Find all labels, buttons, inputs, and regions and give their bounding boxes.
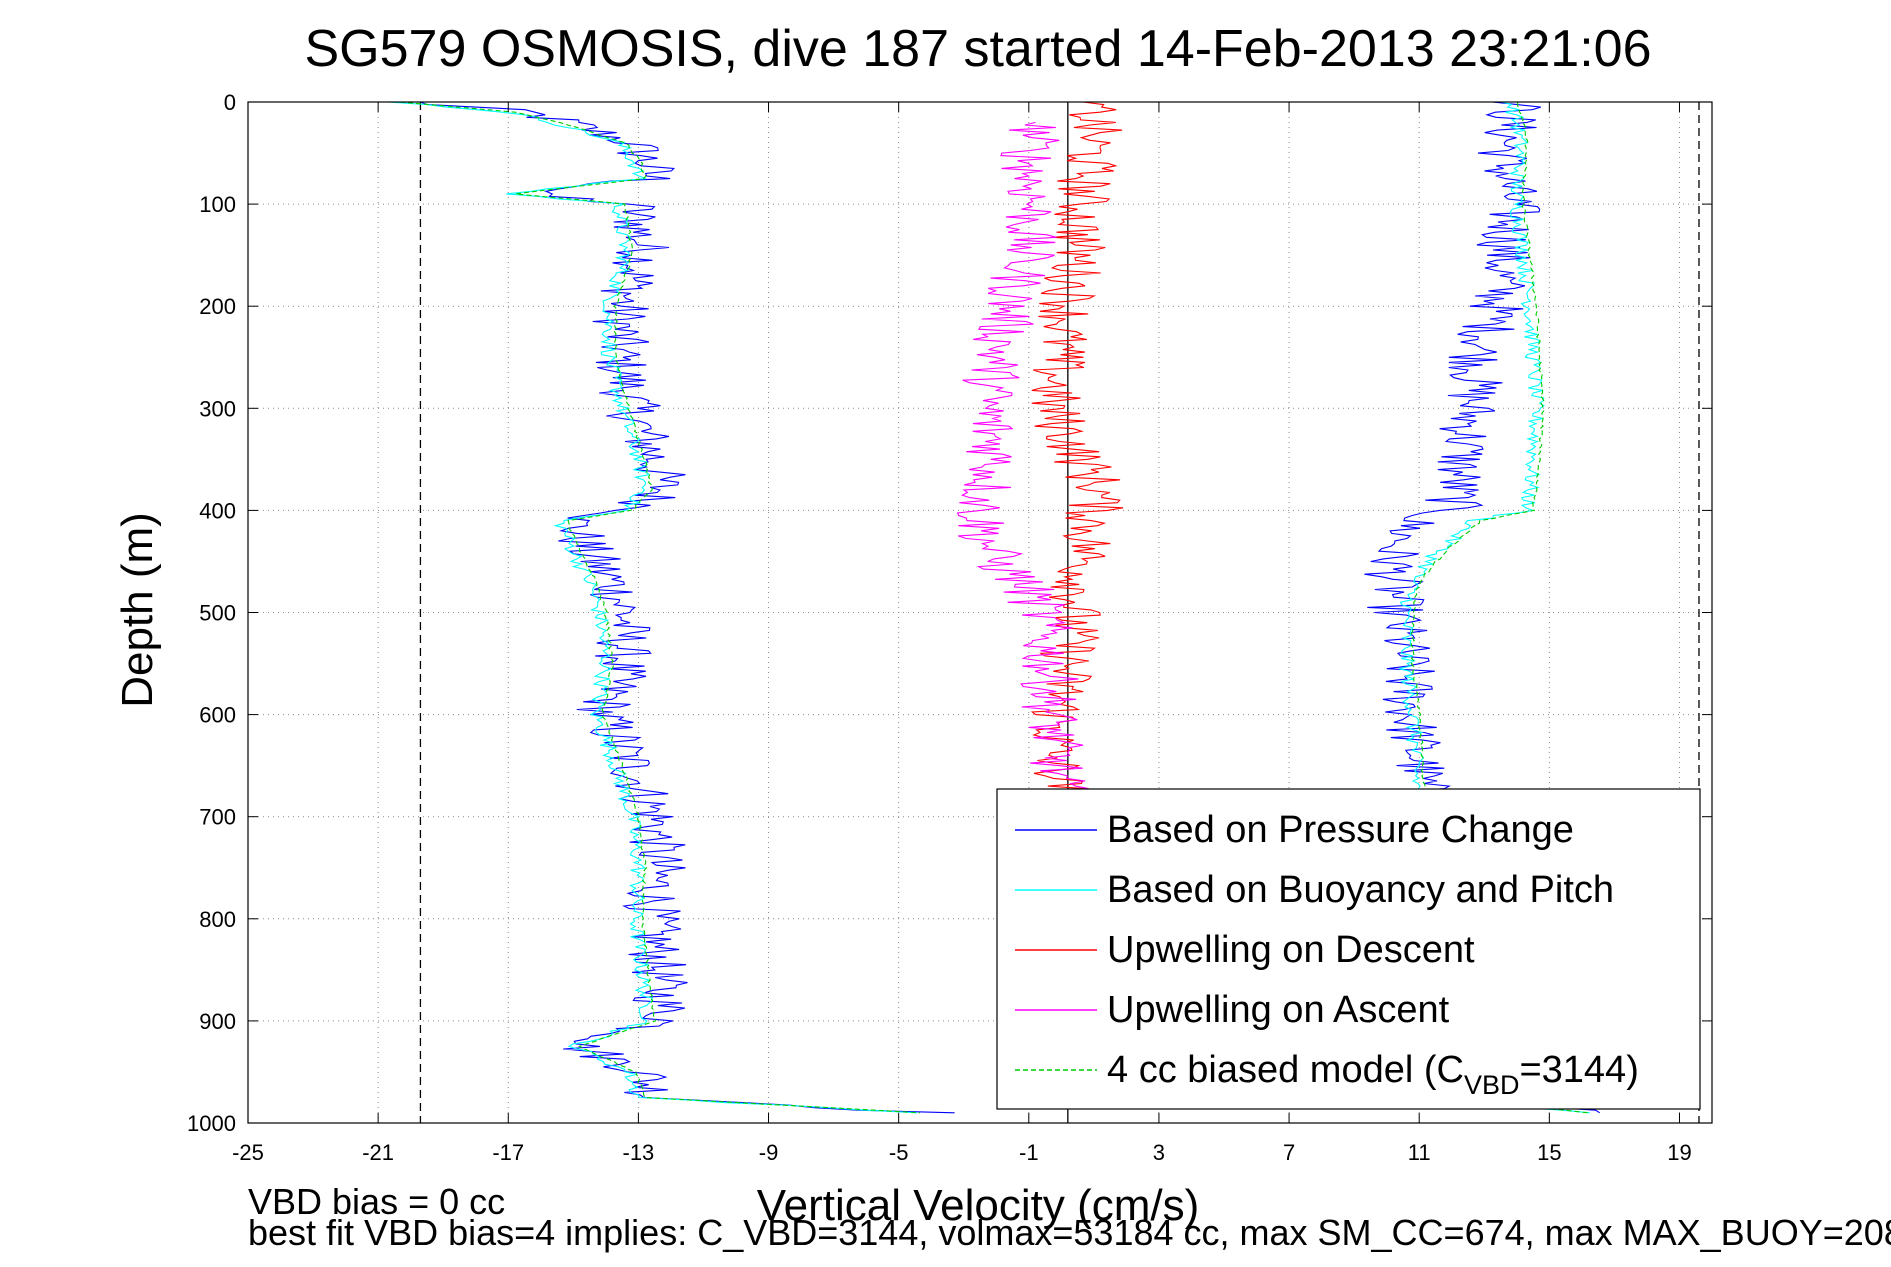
series-line-based-on-pressure-change [419,101,955,1114]
x-tick-label: -21 [362,1140,394,1165]
x-tick-label: -17 [492,1140,524,1165]
x-tick-label: -5 [889,1140,909,1165]
y-tick-label: 600 [199,703,236,728]
y-tick-label: 500 [199,601,236,626]
x-axis-label: Vertical Velocity (cm/s) [757,1181,1200,1230]
y-tick-label: 0 [224,90,236,115]
x-tick-label: -13 [623,1140,655,1165]
series-line-based-on-buoyancy-and-pitch [387,101,918,1114]
x-tick-label: 11 [1408,1140,1431,1165]
y-tick-label: 900 [199,1009,236,1034]
legend: Based on Pressure Change Based on Buoyanc… [996,788,1701,1110]
y-tick-label: 700 [199,805,236,830]
x-tick-label: -25 [232,1140,264,1165]
series-line-upwelling-on-descent [1030,101,1124,797]
series-line-4-cc-biased-model-c-vbd-3144- [1410,101,1589,1114]
x-tick-label: 15 [1537,1140,1561,1165]
series-line-4-cc-biased-model-c-vbd-3144- [399,101,920,1114]
y-tick-label: 800 [199,907,236,932]
legend-label: Upwelling on Ascent [1107,989,1450,1031]
series-layer [387,101,1600,1114]
legend-box [996,788,1701,1110]
chart-title: SG579 OSMOSIS, dive 187 started 14-Feb-2… [304,20,1651,78]
x-tick-label: 19 [1667,1140,1691,1165]
legend-label: 4 cc biased model (CVBD=3144) [1107,1049,1639,1100]
x-tick-label: 3 [1153,1140,1165,1165]
y-tick-label: 400 [199,498,236,523]
x-tick-label: -1 [1019,1140,1039,1165]
y-tick-label: 100 [199,192,236,217]
legend-label: Upwelling on Descent [1107,929,1475,971]
tick-layer: -25 -21 -17 -13 -9 -5 -1 3 7 11 15 1901002003004005… [187,90,1712,1165]
legend-label: Based on Pressure Change [1107,809,1574,851]
x-tick-label: -9 [759,1140,779,1165]
y-tick-label: 300 [199,396,236,421]
y-tick-label: 200 [199,294,236,319]
series-line-upwelling-on-ascent [956,121,1089,797]
y-axis-label: Depth (m) [113,512,162,708]
annotation-vbd-bias: VBD bias = 0 cc [248,1181,505,1222]
annotation-best-fit: best fit VBD bias=4 implies: C_VBD=3144,… [248,1212,1891,1253]
legend-label: Based on Buoyancy and Pitch [1107,869,1614,911]
y-tick-label: 1000 [187,1111,236,1136]
x-tick-label: 7 [1283,1140,1295,1165]
